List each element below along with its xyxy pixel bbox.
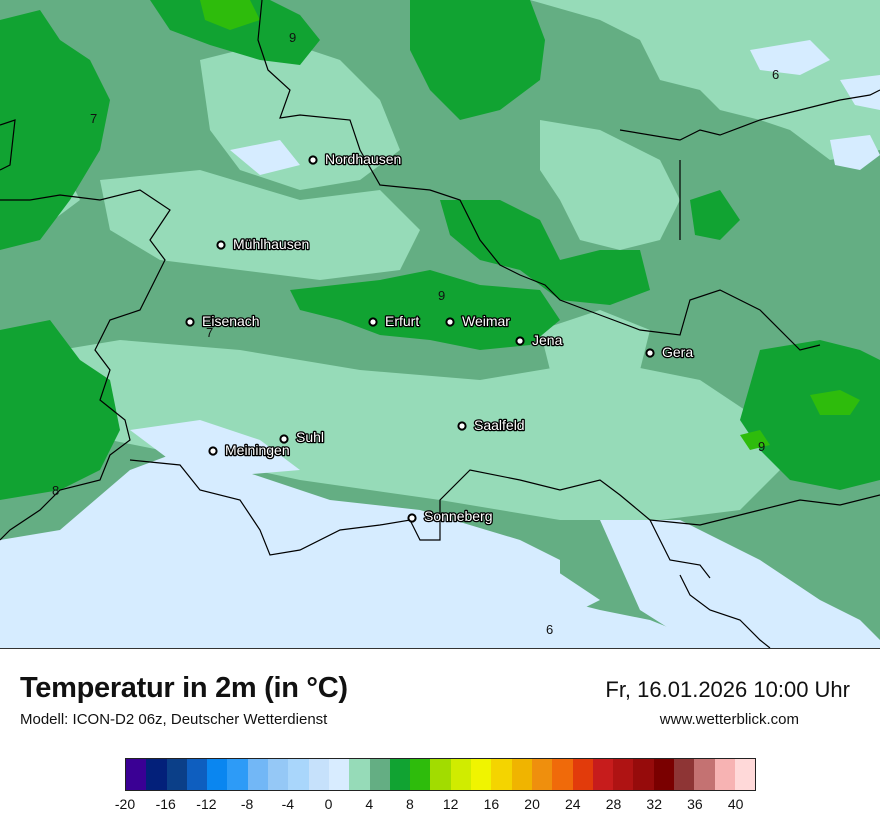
- legend-tick-label: -8: [240, 796, 254, 812]
- legend-tick-label: 24: [565, 796, 581, 812]
- legend-swatch: [531, 759, 553, 790]
- city-label: Jena: [532, 332, 563, 348]
- city-marker-icon: [368, 317, 378, 327]
- isotherm-label: 9: [438, 288, 445, 303]
- city-sonneberg[interactable]: Sonneberg: [407, 507, 494, 525]
- legend-swatch: [613, 759, 634, 790]
- legend-swatch: [186, 759, 208, 790]
- city-weimar[interactable]: Weimar: [445, 312, 512, 330]
- legend-swatch: [430, 759, 451, 790]
- legend-swatch: [328, 759, 350, 790]
- zone-10-12: [200, 0, 860, 450]
- legend-tick-label: 40: [727, 796, 744, 812]
- map-canvas: 9 6 7 9 7 9 8 6 Nordhausen Mühlhausen Ei…: [0, 0, 880, 648]
- legend-swatch: [552, 759, 573, 790]
- city-label: Mühlhausen: [233, 236, 309, 252]
- legend-swatch: [471, 759, 492, 790]
- city-marker-icon: [216, 240, 226, 250]
- city-suhl[interactable]: Suhl: [279, 428, 325, 446]
- legend-ticks: -20 -16 -12 -8 -4 0 4 8 12 16 20 24 28 32 36 40: [115, 796, 756, 816]
- legend-swatch: [369, 759, 390, 790]
- city-marker-icon: [308, 155, 318, 165]
- page-title: Temperatur in 2m (in °C): [20, 672, 348, 704]
- legend-swatch: [268, 759, 289, 790]
- temperature-map[interactable]: 9 6 7 9 7 9 8 6 Nordhausen Mühlhausen Ei…: [0, 0, 880, 649]
- city-marker-icon: [185, 317, 195, 327]
- isotherm-label: 6: [772, 67, 779, 82]
- legend-swatch: [734, 759, 756, 790]
- legend-swatch: [572, 759, 593, 790]
- isotherm-label: 7: [206, 325, 213, 340]
- legend-swatch: [592, 759, 614, 790]
- city-jena[interactable]: Jena: [515, 331, 564, 349]
- legend-tick-label: -16: [155, 796, 176, 812]
- legend-swatch: [410, 759, 431, 790]
- legend-swatch: [653, 759, 675, 790]
- legend-swatch: [247, 759, 269, 790]
- city-label: Gera: [662, 344, 693, 360]
- legend-tick-label: 12: [442, 796, 459, 812]
- city-meiningen[interactable]: Meiningen: [208, 441, 291, 459]
- isotherm-label: 7: [90, 111, 97, 126]
- isotherm-label: 9: [289, 30, 296, 45]
- legend-swatch: [633, 759, 654, 790]
- color-legend: [125, 758, 756, 791]
- city-marker-icon: [445, 317, 455, 327]
- legend-tick-label: 36: [687, 796, 703, 812]
- isotherm-label: 9: [758, 439, 765, 454]
- city-label: Erfurt: [385, 313, 419, 329]
- legend-tick-label: 28: [605, 796, 622, 812]
- city-label: Sonneberg: [424, 508, 493, 524]
- legend-tick-label: -12: [196, 796, 217, 812]
- city-marker-icon: [279, 434, 289, 444]
- city-label: Eisenach: [202, 313, 260, 329]
- legend-swatch: [694, 759, 715, 790]
- zone-8-10: [0, 0, 880, 500]
- isotherm-label: 8: [52, 483, 59, 498]
- legend-swatch: [389, 759, 411, 790]
- city-marker-icon: [457, 421, 467, 431]
- legend-tick-label: 32: [646, 796, 663, 812]
- legend-swatch: [491, 759, 512, 790]
- city-marker-icon: [407, 513, 417, 523]
- city-label: Weimar: [462, 313, 510, 329]
- city-saalfeld[interactable]: Saalfeld: [457, 416, 526, 434]
- city-eisenach[interactable]: Eisenach: [185, 312, 261, 330]
- legend-swatch: [674, 759, 695, 790]
- city-muehlhausen[interactable]: Mühlhausen: [216, 235, 311, 253]
- city-nordhausen[interactable]: Nordhausen: [308, 150, 403, 168]
- legend-tick-label: 16: [483, 796, 500, 812]
- city-erfurt[interactable]: Erfurt: [368, 312, 421, 330]
- legend-swatch: [207, 759, 228, 790]
- website-link[interactable]: www.wetterblick.com: [659, 711, 799, 728]
- city-marker-icon: [515, 336, 525, 346]
- legend-swatch: [349, 759, 370, 790]
- legend-swatch: [227, 759, 248, 790]
- city-marker-icon: [208, 446, 218, 456]
- legend-tick-label: 8: [406, 796, 414, 812]
- legend-swatch: [511, 759, 532, 790]
- city-label: Meiningen: [225, 442, 290, 458]
- legend-tick-label: 0: [324, 796, 333, 812]
- isotherm-label: 6: [546, 622, 553, 637]
- legend-swatch: [288, 759, 309, 790]
- city-marker-icon: [645, 348, 655, 358]
- model-credit: Modell: ICON-D2 06z, Deutscher Wetterdie…: [20, 711, 328, 728]
- forecast-datetime: Fr, 16.01.2026 10:00 Uhr: [605, 677, 850, 702]
- legend-swatch: [166, 759, 187, 790]
- legend-tick-label: -4: [281, 796, 295, 812]
- legend-tick-label: -20: [114, 796, 136, 812]
- region-borders: [0, 0, 880, 648]
- legend-tick-label: 20: [524, 796, 540, 812]
- city-label: Nordhausen: [325, 151, 401, 167]
- legend-tick-label: 4: [365, 796, 374, 812]
- legend-swatch: [308, 759, 329, 790]
- legend-swatch: [450, 759, 472, 790]
- city-label: Saalfeld: [474, 417, 525, 433]
- city-label: Suhl: [296, 429, 324, 445]
- legend-swatch: [146, 759, 167, 790]
- legend-swatch: [714, 759, 735, 790]
- legend-swatch: [126, 759, 147, 790]
- city-gera[interactable]: Gera: [645, 343, 695, 361]
